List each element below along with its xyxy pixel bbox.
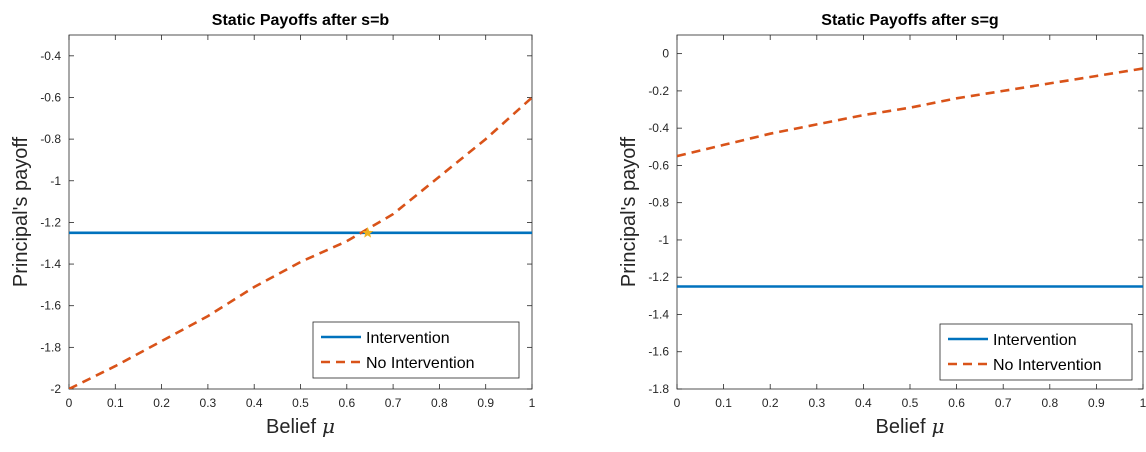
legend-box xyxy=(939,323,1133,381)
x-tick-label: 0.5 xyxy=(292,396,309,410)
x-tick-label: 0.8 xyxy=(431,396,448,410)
x-tick-label: 0.6 xyxy=(338,396,355,410)
legend-entry: No Intervention xyxy=(993,357,1102,374)
y-tick-label: -1.6 xyxy=(40,299,61,313)
x-tick-label: 0.7 xyxy=(385,396,402,410)
x-tick-label: 0.9 xyxy=(1088,396,1105,410)
x-tick-label: 0.9 xyxy=(477,396,494,410)
x-axis-label: Belief μ xyxy=(266,414,335,438)
legend-entry: No Intervention xyxy=(366,355,475,372)
y-tick-label: -0.4 xyxy=(648,121,669,135)
y-tick-label: -0.2 xyxy=(648,84,669,98)
series-line-no-intervention xyxy=(677,67,1143,158)
legend: Intervention No Intervention xyxy=(312,321,520,379)
y-tick-label: -1.6 xyxy=(648,345,669,359)
x-tick-label: 0.2 xyxy=(762,396,779,410)
y-tick-label: -1.2 xyxy=(648,270,669,284)
y-tick-label: -0.6 xyxy=(40,90,61,104)
y-tick-label: -0.4 xyxy=(40,49,61,63)
y-tick-label: -1.4 xyxy=(648,307,669,321)
y-axis-label: Principal's payoff xyxy=(618,136,640,287)
chart-title: Static Payoffs after s=g xyxy=(821,12,998,29)
x-tick-label: 0.5 xyxy=(902,396,919,410)
x-tick-label: 0.2 xyxy=(153,396,170,410)
legend-entry: Intervention xyxy=(993,332,1077,349)
y-tick-label: -1.4 xyxy=(40,257,61,271)
y-axis-label: Principal's payoff xyxy=(10,136,32,287)
chart-title: Static Payoffs after s=b xyxy=(212,12,390,29)
y-tick-label: -0.8 xyxy=(648,196,669,210)
y-tick-label: -1 xyxy=(50,174,61,188)
x-tick-label: 0.3 xyxy=(808,396,825,410)
x-tick-label: 0.4 xyxy=(246,396,263,410)
y-tick-label: -0.8 xyxy=(40,132,61,146)
x-tick-label: 1 xyxy=(529,396,536,410)
x-tick-label: 0.4 xyxy=(855,396,872,410)
legend: Intervention No Intervention xyxy=(939,323,1133,381)
x-tick-label: 0 xyxy=(674,396,681,410)
y-tick-label: -1.2 xyxy=(40,215,61,229)
chart-panel-1: 0 0.1 0.2 0.3 0.4 0.5 0.6 0.7 0.8 0.9 1 -2 -1.8 -1.6 -… xyxy=(10,12,536,438)
x-tick-label: 0.3 xyxy=(200,396,217,410)
x-tick-label: 0.7 xyxy=(995,396,1012,410)
y-tick-label: -1 xyxy=(658,233,669,247)
chart-panel-2: 0 0.1 0.2 0.3 0.4 0.5 0.6 0.7 0.8 0.9 1 -1.8 -1.6 -1.… xyxy=(618,12,1146,438)
x-tick-label: 1 xyxy=(1140,396,1146,410)
legend-box xyxy=(312,321,520,379)
x-axis-label: Belief μ xyxy=(875,414,944,438)
x-axis-label-symbol: μ xyxy=(322,414,335,438)
x-axis-label-text: Belief xyxy=(875,416,925,438)
x-axis-label-symbol: μ xyxy=(932,414,945,438)
x-tick-label: 0.1 xyxy=(107,396,124,410)
intersection-marker xyxy=(362,227,374,238)
x-tick-label: 0.1 xyxy=(715,396,732,410)
x-tick-label: 0 xyxy=(66,396,73,410)
y-tick-label: -2 xyxy=(50,382,61,396)
x-tick-label: 0.6 xyxy=(948,396,965,410)
x-axis-label-text: Belief xyxy=(266,416,316,438)
y-tick-label: -0.6 xyxy=(648,158,669,172)
y-tick-label: -1.8 xyxy=(648,382,669,396)
y-tick-label: -1.8 xyxy=(40,340,61,354)
x-tick-label: 0.8 xyxy=(1041,396,1058,410)
y-tick-label: 0 xyxy=(662,47,669,61)
legend-entry: Intervention xyxy=(366,330,450,347)
